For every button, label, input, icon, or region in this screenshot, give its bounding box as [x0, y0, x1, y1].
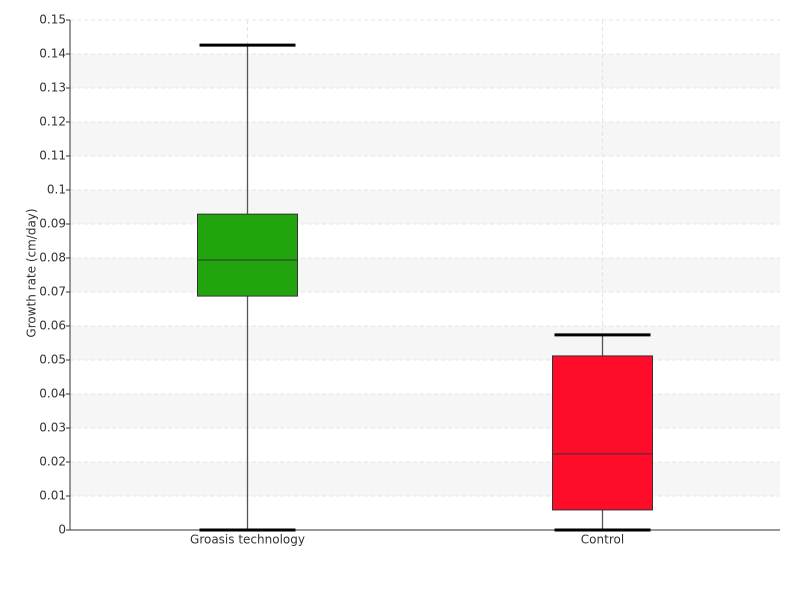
y-tick-label: 0.08 — [39, 251, 66, 265]
grid-band — [70, 258, 780, 292]
y-tick-label: 0.04 — [39, 387, 66, 401]
y-tick-label: 0.12 — [39, 115, 66, 129]
y-tick-label: 0.09 — [39, 217, 66, 231]
grid-band — [70, 394, 780, 428]
y-tick-label: 0.07 — [39, 285, 66, 299]
grid-band — [70, 462, 780, 496]
y-axis-label: Growth rate (cm/day) — [25, 208, 39, 337]
y-tick-label: 0.14 — [39, 47, 66, 61]
y-tick-label: 0.11 — [39, 149, 66, 163]
grid-band — [70, 122, 780, 156]
grid-band — [70, 190, 780, 224]
grid-band — [70, 326, 780, 360]
x-tick-label: Groasis technology — [190, 533, 305, 547]
y-tick-label: 0.13 — [39, 81, 66, 95]
y-tick-label: 0.01 — [39, 489, 66, 503]
y-tick-label: 0.03 — [39, 421, 66, 435]
box — [197, 213, 298, 297]
y-tick-label: 0.06 — [39, 319, 66, 333]
x-tick-label: Control — [581, 533, 624, 547]
y-tick-label: 0.1 — [47, 183, 66, 197]
y-tick-label: 0.15 — [39, 13, 66, 27]
box — [552, 355, 653, 511]
y-tick-label: 0.05 — [39, 353, 66, 367]
grid-band — [70, 54, 780, 88]
y-tick-label: 0 — [58, 523, 66, 537]
y-tick-label: 0.02 — [39, 455, 66, 469]
